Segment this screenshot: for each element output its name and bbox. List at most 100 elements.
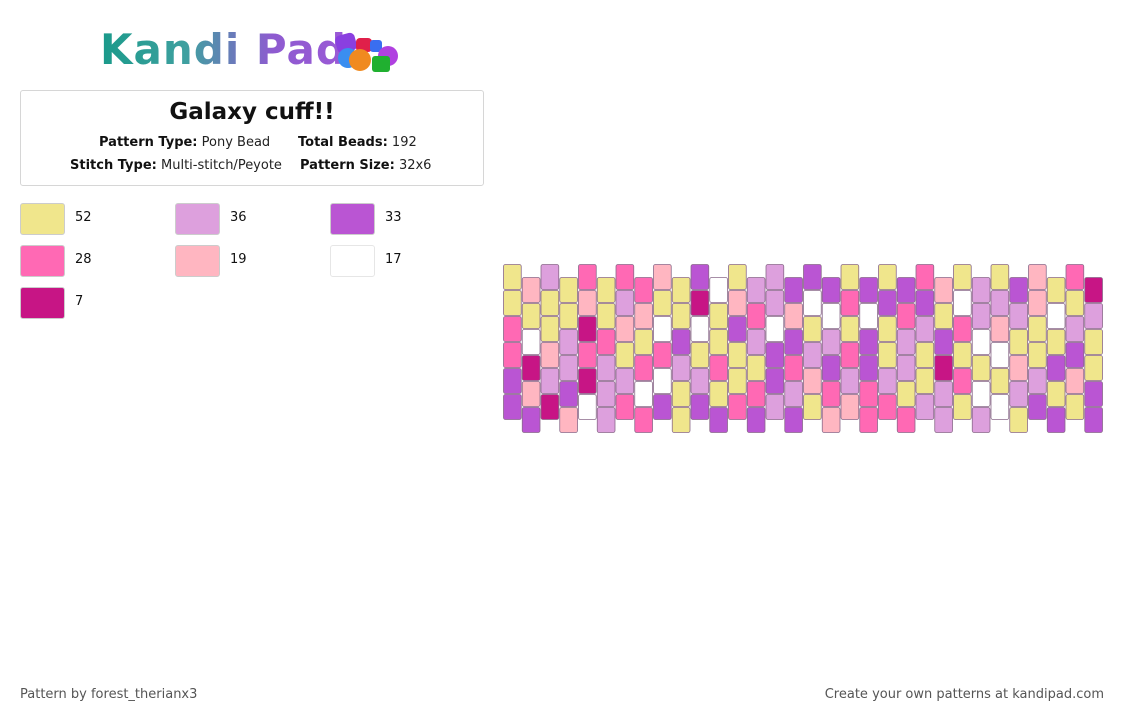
- bead: [653, 342, 672, 368]
- bead: [728, 342, 747, 368]
- pattern-size-label: Pattern Size:: [300, 158, 395, 173]
- bead: [1084, 381, 1103, 407]
- bead: [840, 368, 860, 394]
- bead: [578, 342, 597, 368]
- bead: [1084, 277, 1103, 303]
- bead: [1084, 407, 1103, 433]
- bead: [765, 316, 785, 342]
- bead: [878, 290, 897, 316]
- palette-swatch: [20, 245, 65, 277]
- bead: [540, 264, 560, 290]
- bead: [821, 381, 841, 407]
- bead: [1028, 264, 1047, 290]
- bead: [1009, 329, 1028, 355]
- bead: [559, 329, 578, 355]
- bead: [559, 407, 578, 433]
- bead: [559, 355, 578, 381]
- stitch-type: Stitch Type: Multi-stitch/Peyote: [70, 158, 282, 173]
- bead: [1028, 368, 1047, 394]
- palette-count: 33: [385, 210, 402, 225]
- bead: [896, 407, 916, 433]
- bead: [840, 264, 860, 290]
- bead: [1046, 355, 1066, 381]
- bead: [1009, 355, 1028, 381]
- bead: [615, 368, 635, 394]
- bead: [521, 355, 541, 381]
- bead: [990, 316, 1010, 342]
- bead: [540, 290, 560, 316]
- bead: [634, 381, 653, 407]
- bead: [728, 290, 747, 316]
- bead: [503, 394, 522, 420]
- bead: [1046, 303, 1066, 329]
- pattern-size: Pattern Size: 32x6: [300, 158, 431, 173]
- bead: [934, 355, 953, 381]
- bead: [953, 264, 972, 290]
- bead: [803, 342, 822, 368]
- bead: [953, 368, 972, 394]
- pattern-type-value: Pony Bead: [201, 135, 271, 150]
- bead: [634, 407, 653, 433]
- bead: [521, 303, 541, 329]
- bead: [521, 329, 541, 355]
- palette-count: 17: [385, 252, 402, 267]
- bead: [821, 303, 841, 329]
- total-beads-label: Total Beads:: [298, 135, 388, 150]
- bead: [503, 264, 522, 290]
- bead: [559, 381, 578, 407]
- bead: [934, 329, 953, 355]
- bead: [671, 381, 691, 407]
- bead: [934, 277, 953, 303]
- palette-swatch: [175, 203, 220, 235]
- bead: [784, 355, 803, 381]
- bead: [540, 394, 560, 420]
- pattern-title: Galaxy cuff!!: [169, 99, 335, 125]
- bead: [615, 290, 635, 316]
- bead: [690, 264, 710, 290]
- bead: [859, 303, 878, 329]
- bead: [878, 368, 897, 394]
- bead: [1009, 303, 1028, 329]
- bead: [971, 303, 991, 329]
- bead: [709, 277, 728, 303]
- palette-count: 19: [230, 252, 247, 267]
- bead: [971, 381, 991, 407]
- bead: [1084, 355, 1103, 381]
- bead: [690, 342, 710, 368]
- bead: [521, 381, 541, 407]
- kandipad-link[interactable]: Create your own patterns at kandipad.com: [824, 687, 1104, 702]
- bead: [615, 342, 635, 368]
- bead: [1028, 316, 1047, 342]
- bead: [596, 329, 616, 355]
- bead: [578, 368, 597, 394]
- bead: [1065, 290, 1085, 316]
- bead: [821, 355, 841, 381]
- logo-wordmark: Kandi Pad: [100, 25, 347, 74]
- bead: [503, 316, 522, 342]
- bead: [521, 277, 541, 303]
- palette-swatch: [330, 203, 375, 235]
- bead: [1065, 368, 1085, 394]
- bead: [1009, 277, 1028, 303]
- bead: [671, 329, 691, 355]
- bead: [971, 277, 991, 303]
- bead: [1009, 381, 1028, 407]
- bead: [671, 355, 691, 381]
- bead: [615, 264, 635, 290]
- total-beads-value: 192: [391, 135, 417, 150]
- bead: [746, 303, 766, 329]
- bead: [1028, 394, 1047, 420]
- bead: [653, 264, 672, 290]
- bead: [953, 342, 972, 368]
- bead: [596, 407, 616, 433]
- bead: [521, 407, 541, 433]
- bead: [840, 316, 860, 342]
- bead: [1065, 394, 1085, 420]
- bead: [990, 290, 1010, 316]
- bead: [803, 316, 822, 342]
- bead: [634, 355, 653, 381]
- bead: [821, 329, 841, 355]
- bead: [915, 264, 935, 290]
- palette-count: 28: [75, 252, 92, 267]
- pattern-author: Pattern by forest_therianx3: [20, 687, 198, 702]
